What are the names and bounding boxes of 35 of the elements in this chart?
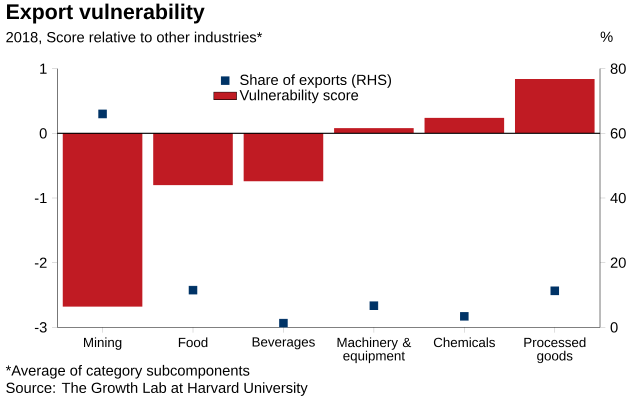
bar [424, 118, 504, 134]
y-tick-label: -1 [34, 192, 47, 204]
bar [153, 133, 233, 186]
point [370, 301, 378, 310]
point [550, 286, 560, 296]
y2-tick-label: 0 [610, 322, 618, 333]
bar [334, 128, 414, 134]
bar [62, 133, 142, 307]
x-tick-label: Mining [84, 337, 122, 350]
x-tick-label: Chemicals [434, 337, 495, 348]
bar [244, 133, 324, 182]
y2-tick-label: 60 [610, 128, 626, 139]
x-tick-label: Processed goods [524, 337, 586, 364]
x-tick-label: Food [178, 337, 208, 348]
x-tick-label: Machinery & equipment [338, 337, 412, 364]
x-tick-label: Beverages [252, 337, 315, 350]
legend-label: Vulnerability score [240, 90, 358, 104]
y2-tick-label: 80 [610, 63, 626, 74]
point [460, 312, 469, 321]
bar [514, 79, 595, 134]
y-tick-label: -3 [34, 322, 47, 333]
text: *Average of category subcomponents [6, 364, 250, 379]
legend-label: Share of exports (RHS) [240, 74, 391, 88]
point [279, 318, 288, 328]
source-note: Source: The Growth Lab at Harvard University [6, 382, 308, 396]
y-tick-label: 1 [40, 64, 47, 74]
y2-tick-label: 40 [610, 192, 626, 204]
point [188, 286, 198, 294]
y-tick-label: 0 [40, 128, 47, 139]
y-tick-label: -2 [34, 258, 47, 268]
y2-axis-title: % [600, 32, 613, 42]
y2-tick-label: 20 [610, 257, 626, 268]
chart-subtitle: 2018, Score relative to other industries* [6, 32, 262, 44]
point [98, 110, 107, 118]
chart-title: Export vulnerability [7, 4, 205, 24]
